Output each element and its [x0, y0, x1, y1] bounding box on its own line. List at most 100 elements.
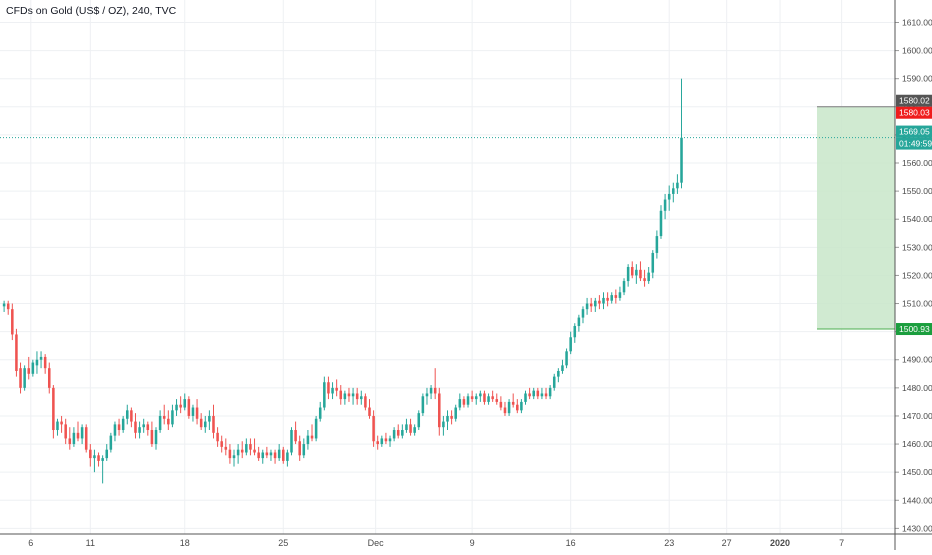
- candle-body: [224, 446, 228, 450]
- y-tick-label: 1470.00: [902, 411, 932, 421]
- candle-body: [598, 300, 601, 304]
- candle-body: [105, 449, 109, 459]
- candle-body: [573, 326, 577, 338]
- candle-body: [310, 435, 314, 439]
- candle-body: [360, 396, 363, 400]
- grid: [0, 0, 895, 534]
- candle-body: [655, 236, 659, 253]
- candle-body: [167, 418, 170, 425]
- candle-body: [43, 356, 47, 369]
- candle-body: [84, 427, 88, 450]
- y-tick-label: 1450.00: [902, 467, 932, 477]
- candle-body: [429, 387, 433, 394]
- price-marker-bg: [896, 137, 932, 150]
- candle-body: [277, 449, 281, 459]
- y-tick-label: 1590.00: [902, 74, 932, 84]
- candle-body: [60, 421, 63, 425]
- price-marker-bg: [896, 125, 932, 138]
- candle-body: [462, 399, 466, 405]
- candle-body: [540, 393, 544, 397]
- candle-body: [343, 393, 347, 400]
- candle-body: [421, 396, 425, 414]
- candle-body: [552, 376, 556, 388]
- candle-body: [499, 401, 503, 408]
- candle-body: [35, 359, 39, 366]
- candle-body: [294, 430, 297, 442]
- candle-body: [479, 393, 482, 397]
- x-tick-label: 18: [180, 538, 190, 548]
- price-markers: 1580.02 1580.03 1569.05 01:49:59 1500.93: [896, 94, 932, 336]
- candle-body: [282, 449, 285, 461]
- candle-body: [130, 410, 133, 422]
- x-tick-label: 9: [470, 538, 475, 548]
- candle-body: [47, 368, 51, 388]
- candle-body: [318, 407, 322, 419]
- candle-body: [335, 387, 338, 391]
- candle-body: [614, 295, 618, 298]
- candle-body: [524, 393, 527, 402]
- candle-body: [257, 452, 260, 459]
- candle-body: [39, 356, 43, 360]
- candle-body: [154, 430, 158, 445]
- candle-body: [134, 421, 137, 433]
- candle-body: [138, 427, 141, 433]
- candle-body: [265, 452, 269, 456]
- candle-body: [240, 449, 244, 453]
- candle-body: [208, 415, 211, 422]
- candle-body: [626, 267, 630, 282]
- candle-body: [507, 401, 511, 414]
- candle-body: [667, 193, 671, 200]
- candle-body: [384, 438, 388, 442]
- candle-body: [146, 424, 150, 431]
- candle-body: [327, 382, 330, 394]
- candle-body: [454, 407, 457, 419]
- candle-body: [27, 368, 31, 374]
- candle-body: [433, 387, 437, 394]
- price-marker-bg: [896, 323, 932, 336]
- candle-body: [273, 452, 277, 459]
- y-tick-label: 1520.00: [902, 270, 932, 280]
- candle-body: [339, 390, 343, 400]
- candle-body: [491, 396, 494, 400]
- candle-body: [380, 438, 384, 445]
- candle-body: [23, 368, 26, 388]
- candle-body: [417, 413, 421, 428]
- candle-body: [162, 415, 166, 419]
- price-marker-label: 1580.02: [899, 96, 930, 106]
- candle-body: [503, 407, 507, 414]
- candle-body: [548, 387, 552, 397]
- candle-body: [175, 404, 178, 411]
- candle-body: [376, 441, 379, 445]
- candle-body: [216, 432, 219, 442]
- candle-body: [413, 427, 416, 433]
- candle-body: [483, 393, 486, 402]
- candle-body: [212, 415, 215, 433]
- y-tick-label: 1530.00: [902, 242, 932, 252]
- candle-body: [680, 137, 683, 183]
- y-tick-label: 1560.00: [902, 158, 932, 168]
- x-tick-label: 23: [664, 538, 674, 548]
- candle-body: [643, 278, 646, 282]
- candle-body: [639, 269, 642, 279]
- candle-body: [676, 182, 679, 189]
- candle-body: [347, 393, 351, 397]
- chart-title: CFDs on Gold (US$ / OZ), 240, TVC: [6, 5, 177, 17]
- candle-body: [388, 438, 392, 442]
- x-tick-label: 16: [566, 538, 576, 548]
- y-tick-label: 1460.00: [902, 439, 932, 449]
- candle-body: [89, 449, 92, 459]
- price-marker-label: 01:49:59: [899, 139, 932, 149]
- candle-body: [236, 449, 240, 456]
- y-tick-label: 1610.00: [902, 17, 932, 27]
- y-tick-label: 1490.00: [902, 355, 932, 365]
- candle-body: [618, 292, 622, 298]
- candle-body: [470, 396, 474, 400]
- y-tick-label: 1440.00: [902, 495, 932, 505]
- candle-body: [630, 267, 634, 276]
- candle-body: [355, 393, 359, 400]
- candle-body: [396, 430, 400, 436]
- candle-body: [179, 404, 182, 408]
- x-tick-label: 25: [278, 538, 288, 548]
